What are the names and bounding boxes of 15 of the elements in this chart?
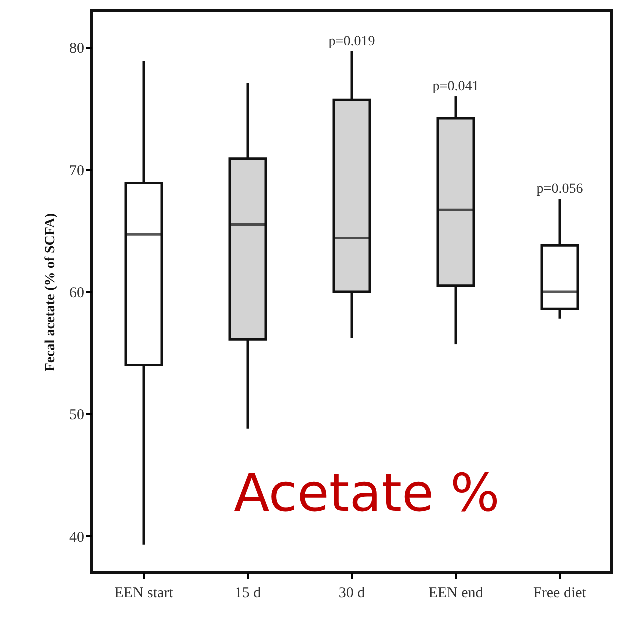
y-tick-label: 50: [70, 408, 84, 424]
y-tick-label: 60: [70, 286, 84, 302]
y-tick-label: 40: [70, 530, 84, 546]
x-tick-label: 30 d: [338, 586, 366, 602]
annotation: Acetate %: [234, 464, 500, 524]
annotation: p=0.019: [328, 34, 376, 50]
y-tick-label: 80: [70, 41, 84, 58]
annotation: p=0.041: [432, 80, 480, 95]
x-tick-label: EEN start: [114, 586, 174, 602]
y-axis-title: Fecal acetate (% of SCFA): [44, 212, 58, 372]
annotation: p=0.056: [536, 182, 584, 198]
x-tick-label: EEN end: [428, 586, 484, 602]
x-tick-label: Free diet: [534, 586, 588, 602]
y-tick-label: 70: [70, 163, 84, 180]
x-tick-label: 15 d: [234, 586, 262, 602]
